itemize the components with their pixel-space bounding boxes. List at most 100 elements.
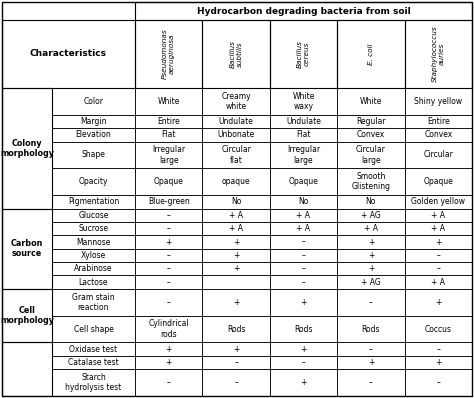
Bar (52, 342, 135, 356)
Bar (405, 356, 472, 369)
Bar (405, 88, 472, 115)
Text: +: + (368, 358, 374, 367)
Text: Lactose: Lactose (79, 278, 108, 287)
Bar (405, 235, 472, 249)
Text: +: + (368, 251, 374, 260)
Bar (337, 262, 405, 275)
Text: –: – (301, 238, 305, 246)
Text: Hydrocarbon degrading bacteria from soil: Hydrocarbon degrading bacteria from soil (197, 6, 410, 16)
Text: –: – (167, 251, 171, 260)
Text: –: – (369, 345, 373, 354)
Bar (337, 369, 405, 396)
Text: Opaque: Opaque (423, 177, 453, 186)
Bar (135, 222, 202, 235)
Bar (337, 209, 405, 222)
Text: + A: + A (297, 224, 310, 233)
Text: +: + (233, 298, 239, 307)
Text: + A: + A (431, 224, 445, 233)
Text: –: – (167, 211, 171, 220)
Bar (135, 342, 202, 356)
Text: +: + (165, 238, 172, 246)
Bar (202, 20, 270, 88)
Text: –: – (437, 345, 440, 354)
Bar (337, 88, 405, 115)
Bar (2, 289, 52, 342)
Bar (337, 128, 405, 142)
Bar (405, 249, 472, 262)
Bar (270, 209, 337, 222)
Bar (270, 289, 337, 316)
Bar (405, 316, 472, 342)
Bar (337, 316, 405, 342)
Bar (270, 168, 337, 195)
Bar (337, 289, 405, 316)
Bar (202, 222, 270, 235)
Bar (270, 356, 337, 369)
Bar (405, 128, 472, 142)
Text: + A: + A (297, 211, 310, 220)
Bar (202, 369, 270, 396)
Bar (135, 195, 202, 209)
Text: +: + (233, 238, 239, 246)
Bar (135, 316, 202, 342)
Text: +: + (435, 238, 441, 246)
Bar (270, 20, 337, 88)
Text: Shape: Shape (82, 150, 105, 160)
Bar (202, 356, 270, 369)
Text: +: + (233, 345, 239, 354)
Text: Creamy
white: Creamy white (221, 92, 251, 111)
Bar (135, 369, 202, 396)
Text: Opacity: Opacity (79, 177, 108, 186)
Bar (135, 2, 472, 20)
Text: Color: Color (83, 97, 103, 106)
Bar (405, 222, 472, 235)
Bar (52, 88, 135, 115)
Text: Convex: Convex (424, 131, 452, 139)
Bar (135, 20, 202, 88)
Bar (52, 262, 135, 275)
Bar (270, 342, 337, 356)
Bar (202, 209, 270, 222)
Bar (337, 275, 405, 289)
Bar (135, 275, 202, 289)
Bar (202, 115, 270, 128)
Bar (202, 128, 270, 142)
Bar (202, 142, 270, 168)
Text: +: + (301, 345, 307, 354)
Text: Shiny yellow: Shiny yellow (414, 97, 462, 106)
Text: Rods: Rods (294, 324, 313, 334)
Text: +: + (435, 298, 441, 307)
Bar (405, 115, 472, 128)
Text: Rods: Rods (227, 324, 246, 334)
Text: Gram stain
reaction: Gram stain reaction (72, 293, 115, 312)
Text: No: No (366, 197, 376, 206)
Text: Smooth
Glistening: Smooth Glistening (351, 172, 391, 191)
Bar (52, 275, 135, 289)
Text: –: – (234, 358, 238, 367)
Text: –: – (167, 224, 171, 233)
Bar (337, 142, 405, 168)
Text: +: + (368, 264, 374, 273)
Text: Bacillus
subtilis: Bacillus subtilis (229, 40, 243, 68)
Text: Coccus: Coccus (425, 324, 452, 334)
Bar (270, 262, 337, 275)
Bar (52, 142, 135, 168)
Text: Rods: Rods (362, 324, 380, 334)
Bar (52, 115, 135, 128)
Text: + AG: + AG (361, 278, 381, 287)
Text: Undulate: Undulate (286, 117, 321, 126)
Text: Cylindrical
rods: Cylindrical rods (148, 319, 189, 339)
Text: –: – (167, 278, 171, 287)
Text: Circular: Circular (423, 150, 453, 160)
Bar (405, 342, 472, 356)
Bar (52, 316, 135, 342)
Text: Flat: Flat (162, 131, 176, 139)
Bar (135, 235, 202, 249)
Text: –: – (437, 251, 440, 260)
Text: Unbonate: Unbonate (218, 131, 255, 139)
Bar (270, 235, 337, 249)
Text: + A: + A (431, 278, 445, 287)
Bar (202, 168, 270, 195)
Text: +: + (233, 251, 239, 260)
Text: Convex: Convex (357, 131, 385, 139)
